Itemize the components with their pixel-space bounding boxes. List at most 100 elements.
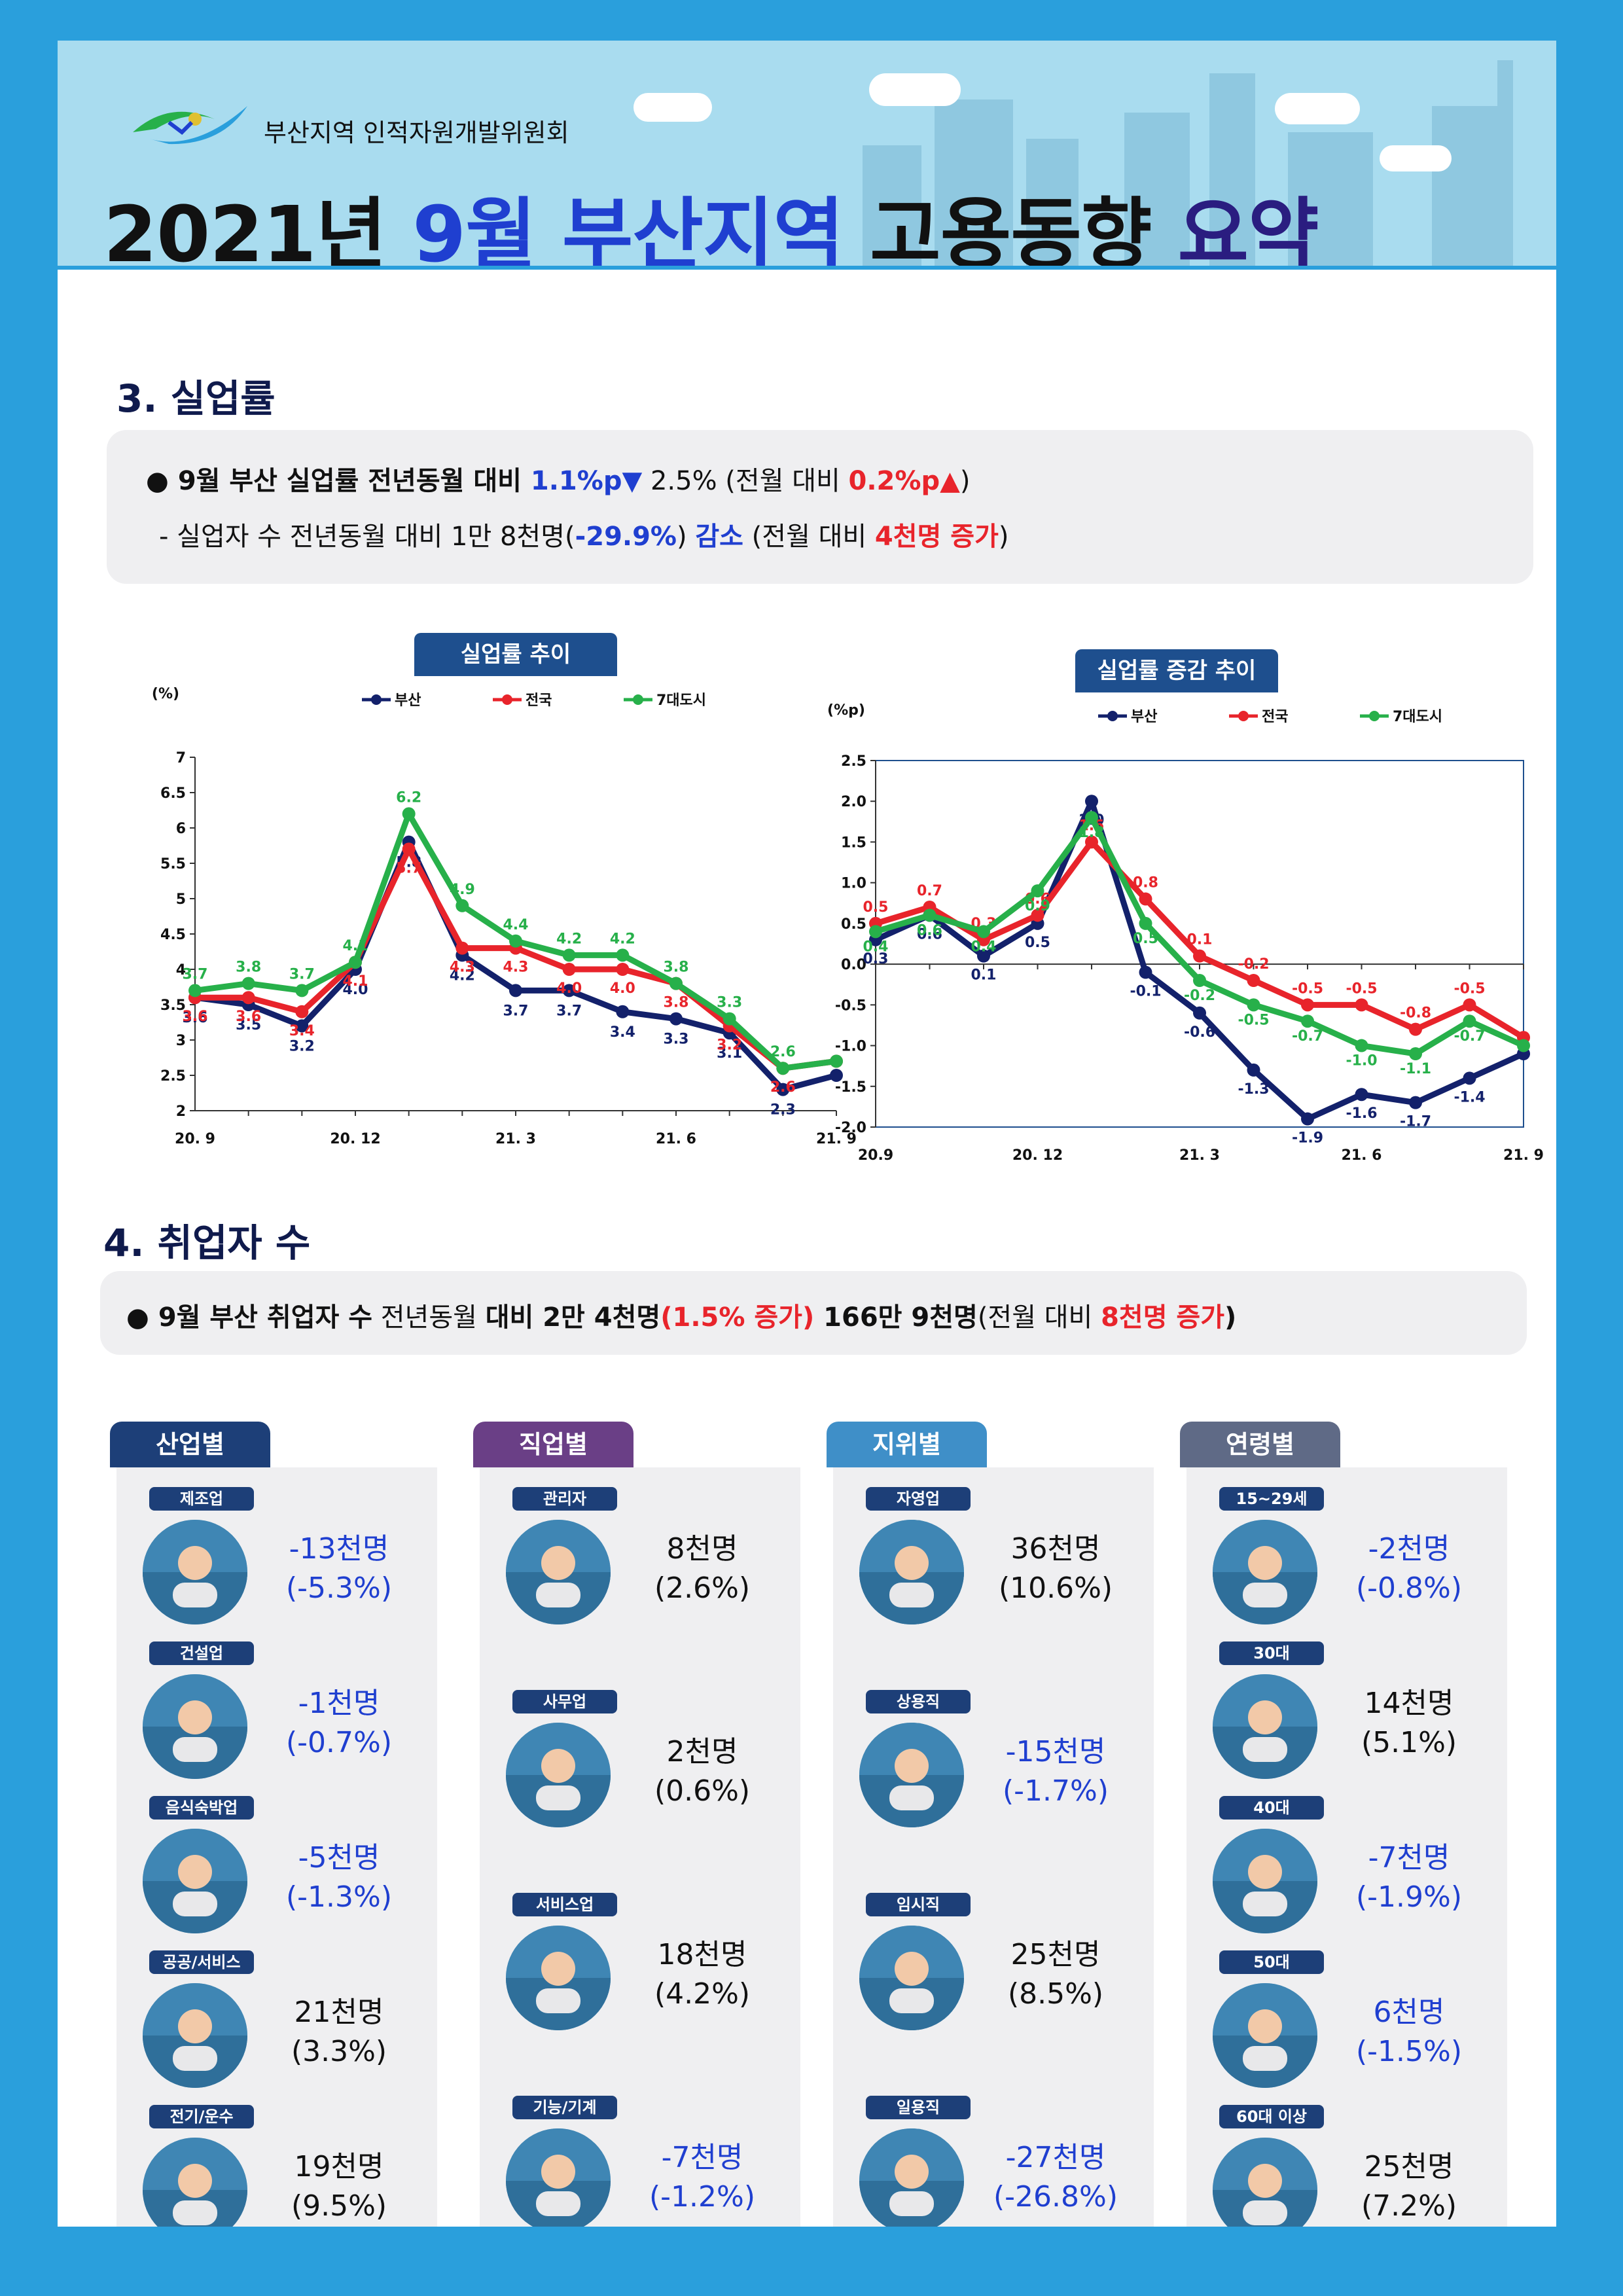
data-label: 0.6 bbox=[917, 926, 942, 942]
data-label: 3.8 bbox=[664, 995, 689, 1011]
cloud-shape bbox=[633, 93, 712, 122]
data-label: 6.2 bbox=[396, 789, 421, 806]
chart-title: 실업률 증감 추이 bbox=[1075, 649, 1278, 692]
item-value: 18천명 (4.2%) bbox=[620, 1935, 784, 2014]
data-label: 3.7 bbox=[289, 966, 315, 982]
text-span: 4천명 증가 bbox=[874, 522, 999, 552]
unemployment-summary-line1: ● 9월 부산 실업률 전년동월 대비 1.1%p▼ 2.5% (전월 대비 0… bbox=[146, 459, 970, 497]
item-percent: (7.2%) bbox=[1361, 2189, 1457, 2223]
text-span: 전년동월 bbox=[372, 1302, 486, 1333]
item-count: -1천명 bbox=[298, 1687, 380, 1720]
data-point bbox=[402, 807, 416, 821]
y-tick-label: 5.5 bbox=[160, 856, 186, 872]
item-count: 36천명 bbox=[1010, 1532, 1101, 1566]
data-label: 0.5 bbox=[1133, 931, 1158, 947]
y-tick-label: 7 bbox=[176, 750, 186, 766]
data-point bbox=[455, 941, 469, 955]
data-label: 3.3 bbox=[664, 1031, 689, 1048]
data-label: 4.1 bbox=[343, 973, 368, 990]
x-tick-label: 21. 3 bbox=[495, 1131, 536, 1147]
item-count: 8천명 bbox=[666, 1532, 738, 1566]
item-percent: (-1.2%) bbox=[649, 2180, 755, 2214]
item-label: 공공/서비스 bbox=[149, 1950, 254, 1974]
legend-label: 부산 bbox=[395, 692, 421, 709]
item-label: 60대 이상 bbox=[1219, 2105, 1324, 2128]
item-count: 2천명 bbox=[666, 1735, 738, 1768]
data-label: 3.7 bbox=[183, 966, 208, 982]
data-label: 2.6 bbox=[770, 1079, 796, 1096]
data-label: 5.7 bbox=[396, 860, 421, 876]
data-label: 0.4 bbox=[863, 939, 889, 955]
text-span: 2.5% (전월 대비 bbox=[642, 466, 849, 496]
building-shape bbox=[935, 99, 1013, 270]
item-percent: (-1.3%) bbox=[286, 1880, 392, 1914]
item-count: 14천명 bbox=[1364, 1687, 1454, 1720]
item-value: 2천명 (0.6%) bbox=[620, 1732, 784, 1811]
data-point bbox=[1463, 1014, 1476, 1028]
data-label: 3.6 bbox=[183, 1010, 208, 1026]
manager-icon bbox=[506, 1520, 611, 1624]
data-point bbox=[977, 925, 990, 939]
data-label: -0.6 bbox=[1184, 1024, 1215, 1041]
organization-name: 부산지역 인적자원개발위원회 bbox=[264, 118, 569, 147]
data-point bbox=[1031, 908, 1044, 922]
item-value: -7천명 (-1.9%) bbox=[1327, 1839, 1491, 1917]
y-tick-label: 4 bbox=[176, 962, 186, 978]
text-span: (전월 대비 bbox=[977, 1302, 1101, 1333]
data-point bbox=[977, 949, 990, 963]
item-percent: (8.5%) bbox=[1007, 1977, 1104, 2011]
data-label: 4.2 bbox=[556, 931, 582, 947]
data-label: -1.0 bbox=[1346, 1053, 1377, 1069]
text-span: 감소 bbox=[695, 522, 743, 552]
gears-icon bbox=[143, 1520, 247, 1624]
data-point bbox=[776, 1062, 790, 1075]
item-label: 사무업 bbox=[512, 1690, 617, 1713]
item-percent: (9.5%) bbox=[291, 2189, 387, 2223]
data-label: -1.9 bbox=[1292, 1130, 1323, 1147]
unemployment-summary-line2: - 실업자 수 전년동월 대비 1만 8천명(-29.9%) 감소 (전월 대비… bbox=[159, 515, 1008, 553]
data-point bbox=[1517, 1039, 1530, 1052]
data-label: -1.6 bbox=[1346, 1105, 1377, 1122]
item-label: 상용직 bbox=[866, 1690, 971, 1713]
unemployment-summary-box: ● 9월 부산 실업률 전년동월 대비 1.1%p▼ 2.5% (전월 대비 0… bbox=[107, 430, 1533, 584]
item-count: -7천명 bbox=[1368, 1841, 1450, 1874]
data-point bbox=[1139, 916, 1152, 930]
legend-label: 7대도시 bbox=[1393, 709, 1442, 725]
data-point bbox=[295, 984, 309, 997]
data-label: 0.9 bbox=[1025, 898, 1050, 914]
cloud-shape bbox=[1380, 145, 1452, 171]
y-tick-label: 5 bbox=[176, 891, 186, 908]
data-label: 3.7 bbox=[503, 1003, 529, 1019]
data-point bbox=[1247, 974, 1260, 987]
data-point bbox=[1139, 892, 1152, 906]
y-tick-label: -1.5 bbox=[835, 1079, 866, 1096]
data-point bbox=[1409, 1047, 1422, 1060]
data-label: 0.1 bbox=[971, 967, 997, 984]
legend-swatch-marker bbox=[633, 694, 643, 705]
y-tick-label: 2.5 bbox=[160, 1068, 186, 1085]
item-label: 자영업 bbox=[866, 1487, 971, 1511]
data-point bbox=[188, 984, 202, 997]
data-label: 0.6 bbox=[917, 922, 942, 939]
data-point bbox=[1409, 1096, 1422, 1109]
title-region: 부산지역 bbox=[535, 189, 844, 270]
item-label: 30대 bbox=[1219, 1641, 1324, 1665]
item-percent: (-0.7%) bbox=[286, 1726, 392, 1759]
service-worker-icon bbox=[506, 1926, 611, 2030]
data-point bbox=[295, 1005, 309, 1018]
data-label: 4.1 bbox=[343, 938, 368, 954]
data-label: -0.5 bbox=[1454, 980, 1485, 997]
item-count: 19천명 bbox=[294, 2150, 384, 2183]
office-worker-icon bbox=[506, 1723, 611, 1827]
panel-tab: 직업별 bbox=[473, 1422, 633, 1467]
building-shape bbox=[1432, 106, 1504, 270]
chart-title: 실업률 추이 bbox=[414, 633, 617, 676]
data-point bbox=[562, 948, 576, 962]
data-point bbox=[776, 1083, 790, 1096]
text-span: ● 9월 부산 취업자 수 bbox=[126, 1302, 373, 1333]
page-frame: 부산지역 인적자원개발위원회 2021년 9월 부산지역 고용동향 요약 3. … bbox=[58, 41, 1556, 2227]
item-percent: (3.3%) bbox=[291, 2035, 387, 2068]
y-tick-label: 0.5 bbox=[841, 916, 866, 933]
y-tick-label: 2.5 bbox=[841, 753, 866, 770]
data-point bbox=[1355, 1088, 1368, 1102]
